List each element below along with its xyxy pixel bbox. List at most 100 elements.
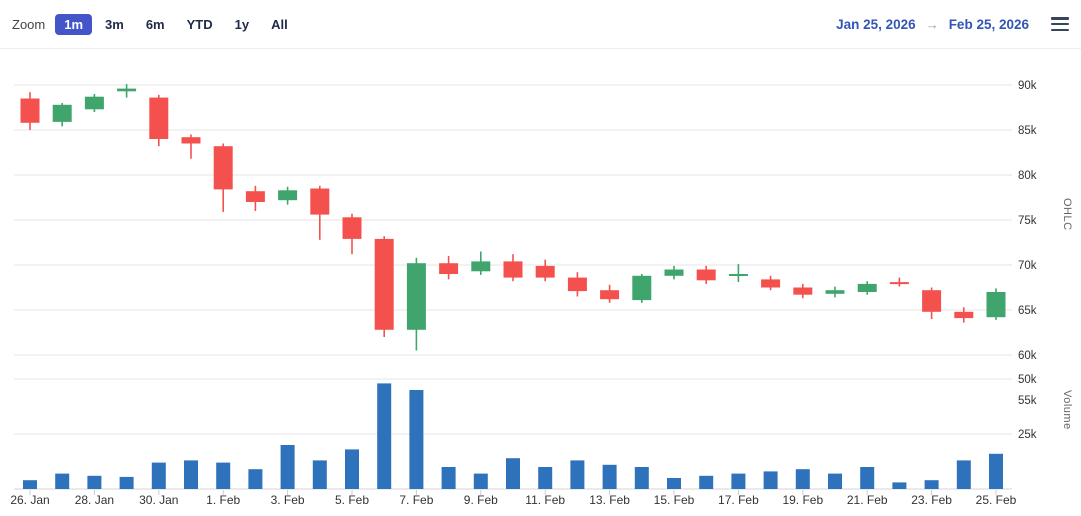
volume-bar[interactable] <box>23 480 37 489</box>
volume-bar[interactable] <box>860 467 875 489</box>
candle-body[interactable] <box>632 275 652 301</box>
volume-bar[interactable] <box>55 473 70 489</box>
range-button-all[interactable]: All <box>262 14 297 35</box>
x-axis-label: 1. Feb <box>206 493 240 507</box>
candle-body[interactable] <box>664 269 684 276</box>
volume-bar[interactable] <box>667 478 681 489</box>
candle-body[interactable] <box>922 290 942 312</box>
ohlc-axis-title: OHLC <box>1061 198 1073 231</box>
candle-body[interactable] <box>567 277 587 292</box>
candle-body[interactable] <box>20 98 40 123</box>
x-axis-label: 25. Feb <box>976 493 1017 507</box>
volume-bar[interactable] <box>924 480 939 489</box>
candle-body[interactable] <box>278 190 298 201</box>
volume-bar[interactable] <box>634 467 649 489</box>
volume-bar[interactable] <box>119 476 134 489</box>
candle-body[interactable] <box>310 188 330 215</box>
price-axis-label: 65k <box>1018 305 1037 317</box>
zoom-label: Zoom <box>12 16 46 32</box>
volume-bar[interactable] <box>377 383 392 489</box>
x-axis-label: 26. Jan <box>10 493 49 507</box>
volume-bar[interactable] <box>506 458 520 489</box>
candle-body[interactable] <box>117 88 137 92</box>
candle-body[interactable] <box>857 283 877 292</box>
volume-bar[interactable] <box>731 473 746 489</box>
range-buttons: 1m 3m 6m YTD 1y All <box>55 13 297 35</box>
x-axis-label: 11. Feb <box>525 493 565 507</box>
volume-bar[interactable] <box>248 469 263 489</box>
candle-body[interactable] <box>181 137 201 144</box>
candle-body[interactable] <box>439 263 459 274</box>
x-axis-label: 30. Jan <box>139 493 178 507</box>
candle-body[interactable] <box>149 97 169 139</box>
volume-series <box>23 383 1003 489</box>
volume-bar[interactable] <box>184 460 198 489</box>
range-to-date[interactable]: Feb 25, 2026 <box>948 16 1029 32</box>
axis-labels: 90k 85k 80k 75k 70k 65k 60k 55k 50k 25k 26. Jan 28.… <box>10 80 1036 507</box>
candle-body[interactable] <box>986 292 1006 318</box>
range-button-1m[interactable]: 1m <box>55 13 93 35</box>
price-axis-label: 60k <box>1018 350 1037 362</box>
candle-body[interactable] <box>793 287 813 295</box>
volume-bar[interactable] <box>151 462 166 489</box>
hamburger-menu-icon[interactable] <box>1051 17 1069 31</box>
candle-body[interactable] <box>761 279 781 288</box>
range-button-6m[interactable]: 6m <box>137 14 174 35</box>
range-button-1y[interactable]: 1y <box>226 14 258 35</box>
price-axis-label: 70k <box>1018 260 1037 272</box>
price-axis-label: 90k <box>1018 80 1037 92</box>
range-button-ytd[interactable]: YTD <box>178 14 222 35</box>
x-axis-label: 28. Jan <box>75 493 114 507</box>
candle-body[interactable] <box>696 269 716 281</box>
candle-body[interactable] <box>245 191 265 202</box>
price-axis-label: 55k <box>1018 395 1037 407</box>
x-axis-label: 5. Feb <box>335 493 369 507</box>
range-button-3m[interactable]: 3m <box>96 14 133 35</box>
volume-axis-label: 25k <box>1018 429 1037 441</box>
volume-bar[interactable] <box>795 469 810 489</box>
candle-body[interactable] <box>728 274 748 276</box>
candle-body[interactable] <box>213 146 233 190</box>
candle-body[interactable] <box>342 217 362 239</box>
arrow-right-icon: → <box>925 16 939 32</box>
volume-bar[interactable] <box>828 473 842 489</box>
volume-bar[interactable] <box>892 482 907 489</box>
volume-bar[interactable] <box>345 449 359 489</box>
volume-bar[interactable] <box>216 462 231 489</box>
candle-body[interactable] <box>600 290 620 300</box>
candle-body[interactable] <box>471 261 491 272</box>
candle-body[interactable] <box>503 261 523 278</box>
candle-body[interactable] <box>374 238 394 330</box>
volume-bar[interactable] <box>538 467 553 489</box>
candle-body[interactable] <box>825 290 845 294</box>
volume-bar[interactable] <box>409 390 424 489</box>
toolbar-divider <box>0 48 1081 49</box>
x-axis-label: 13. Feb <box>589 493 630 507</box>
x-axis-label: 17. Feb <box>718 493 759 507</box>
candle-body[interactable] <box>52 104 72 122</box>
volume-bar[interactable] <box>699 475 714 489</box>
volume-bar[interactable] <box>989 453 1003 489</box>
volume-bar[interactable] <box>87 475 102 489</box>
volume-axis-title: Volume <box>1061 390 1073 430</box>
candle-body[interactable] <box>406 263 426 330</box>
candle-body[interactable] <box>954 311 974 319</box>
x-axis-label: 7. Feb <box>399 493 433 507</box>
candle-body[interactable] <box>889 282 909 285</box>
volume-bar[interactable] <box>956 460 971 489</box>
volume-bar[interactable] <box>763 471 778 489</box>
volume-bar[interactable] <box>570 460 585 489</box>
candle-body[interactable] <box>535 265 555 278</box>
volume-bar[interactable] <box>441 467 456 489</box>
x-axis-label: 21. Feb <box>847 493 888 507</box>
price-axis-label: 75k <box>1018 215 1037 227</box>
volume-bar[interactable] <box>312 460 327 489</box>
candle-body[interactable] <box>84 96 104 110</box>
volume-bar[interactable] <box>473 473 488 489</box>
volume-bar[interactable] <box>602 464 617 489</box>
range-selector-toolbar: Zoom 1m 3m 6m YTD 1y All Jan 25, 2026 → Feb 2… <box>12 8 1069 40</box>
volume-bar[interactable] <box>280 445 295 489</box>
range-from-date[interactable]: Jan 25, 2026 <box>836 16 916 32</box>
